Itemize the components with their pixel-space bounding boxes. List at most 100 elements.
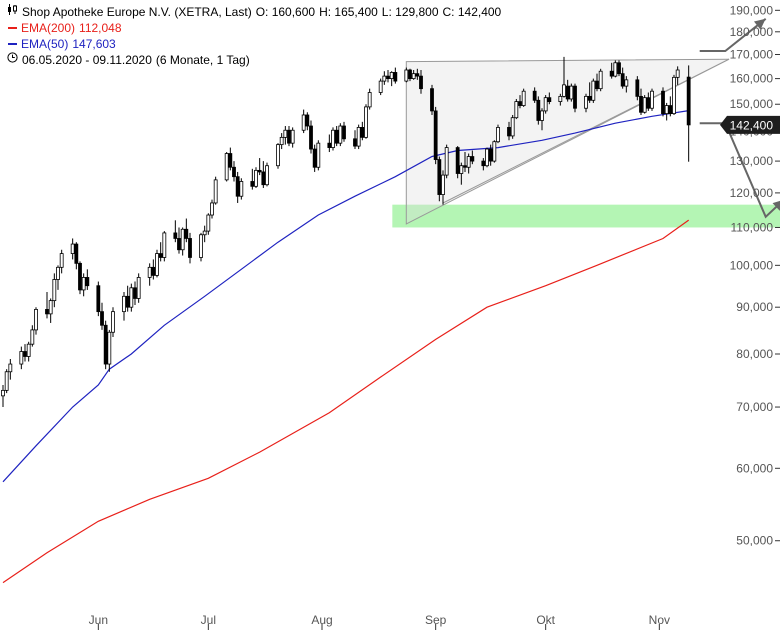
candle: [547, 92, 552, 105]
y-tick-label: 70,000: [736, 400, 773, 414]
candle: [232, 161, 236, 182]
candle: [1, 384, 5, 408]
candle-body: [26, 343, 31, 357]
candle-body: [129, 287, 134, 308]
last-price-tag: [720, 115, 780, 134]
candle-body: [686, 76, 691, 126]
y-tick-label: 120,000: [730, 186, 774, 200]
candle-body: [265, 165, 269, 186]
candle: [173, 220, 178, 243]
candle-body: [180, 228, 185, 251]
candle-body: [617, 62, 621, 75]
candle-body: [639, 95, 643, 113]
candle-body: [415, 73, 420, 77]
candle: [514, 98, 519, 120]
candle-body: [287, 129, 291, 144]
candle-body: [48, 300, 53, 315]
candle-body: [382, 75, 387, 82]
candle-body: [411, 73, 416, 79]
candle: [228, 147, 233, 171]
candle-body: [81, 277, 86, 291]
candle-body: [624, 79, 629, 87]
candle: [338, 123, 343, 147]
y-tick-label: 130,000: [730, 154, 774, 168]
candle: [199, 232, 203, 262]
candle: [45, 292, 49, 319]
ema50-label: EMA(50): [21, 37, 69, 51]
legend-ema200-row: EMA(200) 112,048: [6, 20, 505, 36]
candle: [485, 147, 489, 168]
candle-body: [360, 127, 365, 138]
candle-body: [661, 90, 665, 115]
candle: [518, 95, 522, 109]
candle: [188, 232, 192, 264]
candle-body: [492, 141, 497, 162]
candle: [672, 74, 676, 115]
candle: [367, 88, 372, 110]
candle-body: [1, 389, 5, 397]
y-tick-label: 150,000: [730, 97, 774, 111]
ema200-label: EMA(200): [21, 21, 76, 35]
y-tick-label: 90,000: [736, 300, 773, 314]
candle-body: [496, 127, 500, 143]
candle-body: [8, 363, 13, 373]
x-tick-label: Jul: [201, 613, 216, 627]
candle: [334, 126, 339, 147]
candle: [276, 143, 280, 169]
candle: [598, 68, 603, 92]
y-tick-label: 110,000: [731, 220, 774, 234]
candle: [151, 259, 156, 280]
candle: [48, 298, 53, 323]
candle: [342, 121, 346, 142]
candle: [455, 146, 460, 179]
candle-body: [45, 309, 49, 315]
candle: [430, 84, 434, 115]
candle: [650, 88, 654, 111]
y-tick-label: 160,000: [730, 72, 774, 86]
candle: [635, 76, 640, 101]
candle: [59, 249, 64, 274]
candle: [250, 168, 255, 190]
candle-body: [404, 69, 409, 82]
candle: [507, 121, 511, 141]
candle-body: [463, 165, 467, 168]
candle: [573, 83, 577, 113]
candle: [180, 227, 185, 256]
candle-body: [155, 253, 159, 276]
candle-body: [650, 90, 654, 109]
instrument-title: Shop Apotheke Europe N.V. (XETRA, Last): [22, 5, 252, 19]
candle-body: [609, 70, 614, 77]
breakout-arrow-up-head: [753, 18, 766, 30]
candle: [23, 344, 27, 362]
candle-body: [327, 142, 332, 148]
close-value: C: 142,400: [442, 5, 502, 19]
candle-body: [334, 129, 339, 144]
candle-body: [56, 266, 60, 280]
y-tick-label: 100,000: [730, 258, 774, 272]
candle-body: [569, 85, 574, 100]
candle-body: [393, 72, 398, 82]
candle: [492, 140, 497, 163]
candle-body: [620, 73, 625, 87]
candle: [235, 171, 240, 203]
candle-body: [668, 105, 673, 115]
candle: [74, 242, 79, 270]
candle: [287, 126, 291, 147]
candle: [202, 225, 207, 243]
candle: [532, 87, 537, 103]
candle-body: [565, 85, 570, 100]
candle: [609, 62, 614, 79]
candle-body: [228, 153, 233, 168]
candle: [639, 88, 643, 115]
candle-body: [261, 171, 266, 186]
candle-body: [125, 295, 130, 308]
candle: [30, 325, 35, 347]
candle: [565, 79, 570, 102]
candle-body: [547, 97, 552, 102]
candle-body: [389, 72, 394, 79]
candle-body: [386, 75, 390, 79]
candle: [543, 95, 548, 114]
candle: [177, 227, 181, 254]
